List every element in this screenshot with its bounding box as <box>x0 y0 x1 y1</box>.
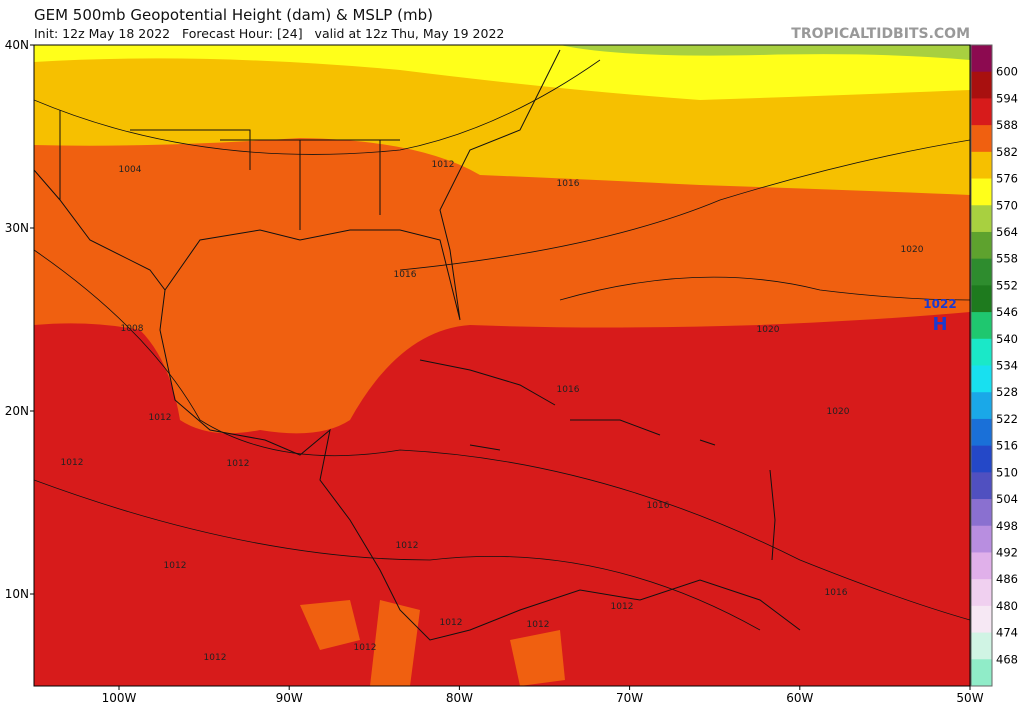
colorbar-swatch <box>971 525 992 553</box>
colorbar-label: 522 <box>996 412 1018 426</box>
isobar-label: 1016 <box>647 501 670 511</box>
colorbar-swatch <box>971 178 992 206</box>
isobar-label: 1020 <box>901 245 924 255</box>
colorbar-swatch <box>971 125 992 153</box>
colorbar-label: 540 <box>996 332 1018 346</box>
colorbar-label: 510 <box>996 465 1018 479</box>
colorbar-swatch <box>971 45 992 73</box>
colorbar-label: 582 <box>996 145 1018 159</box>
isobar-label: 1016 <box>394 270 417 280</box>
colorbar-label: 564 <box>996 225 1018 239</box>
band-570 <box>560 45 970 60</box>
isobar-label: 1012 <box>149 413 172 423</box>
isobars <box>34 59 970 631</box>
colorbar-label: 504 <box>996 492 1018 506</box>
colorbar-label: 468 <box>996 652 1018 666</box>
colorbar-label: 492 <box>996 545 1018 559</box>
colorbar-label: 576 <box>996 172 1018 186</box>
subtitle: Init: 12z May 18 2022 Forecast Hour: [24… <box>34 26 504 41</box>
colorbar-swatch <box>971 151 992 180</box>
isobar-labels: 1004 1012 1016 1016 1020 1008 1020 1016 1012 1012… <box>61 160 924 663</box>
lat-label: 20N <box>5 404 29 418</box>
colorbar-label: 534 <box>996 359 1018 373</box>
colorbar-label: 498 <box>996 519 1018 533</box>
isobar-label: 1016 <box>825 588 848 598</box>
isobar-label: 1012 <box>354 643 377 653</box>
colorbar-label: 558 <box>996 252 1018 266</box>
colorbar-swatch <box>971 312 992 340</box>
band-588-patches <box>300 600 565 686</box>
colorbar-swatch <box>971 605 992 634</box>
high-pressure: 1022 <box>923 297 956 311</box>
colorbar-label: 480 <box>996 599 1018 613</box>
isobar-label: 1012 <box>440 618 463 628</box>
colorbar-swatch <box>971 71 992 99</box>
colorbar-label: 570 <box>996 198 1018 212</box>
coastlines <box>34 49 801 641</box>
isobar-label: 1016 <box>557 385 580 395</box>
colorbar-label: 528 <box>996 385 1018 399</box>
colorbar-swatch <box>971 552 992 580</box>
isobar-label: 1012 <box>527 620 550 630</box>
colorbar-swatch <box>971 365 992 393</box>
colorbar-swatch <box>971 445 992 473</box>
isobar-label: 1012 <box>164 561 187 571</box>
colorbar-swatch <box>971 472 992 500</box>
colorbar-label: 546 <box>996 305 1018 319</box>
colorbar-swatch <box>971 392 992 420</box>
isobar-label: 1012 <box>204 653 227 663</box>
lon-label: 70W <box>616 691 643 705</box>
isobar-label: 1012 <box>396 541 419 551</box>
lon-label: 60W <box>786 691 813 705</box>
colorbar-label: 552 <box>996 278 1018 292</box>
isobar-label: 1004 <box>119 165 142 175</box>
colorbar-label: 594 <box>996 91 1018 105</box>
colorbar-label: 486 <box>996 572 1018 586</box>
colorbar-label: 588 <box>996 118 1018 132</box>
lon-label: 100W <box>102 691 137 705</box>
map-frame <box>33 44 971 687</box>
isobar-label: 1012 <box>227 459 250 469</box>
lon-label: 80W <box>446 691 473 705</box>
lat-label: 10N <box>5 587 29 601</box>
colorbar-swatch <box>971 205 992 233</box>
isobar-label: 1012 <box>61 458 84 468</box>
title: GEM 500mb Geopotential Height (dam) & MS… <box>34 6 433 24</box>
colorbar-label: 600 <box>996 65 1018 79</box>
isobar-label: 1012 <box>432 160 455 170</box>
lon-label: 90W <box>276 691 303 705</box>
colorbar-swatch <box>971 285 992 313</box>
isobar-label: 1012 <box>611 602 634 612</box>
lat-label: 40N <box>5 38 29 52</box>
colorbar-label: 516 <box>996 439 1018 453</box>
colorbar-label: 474 <box>996 626 1018 640</box>
colorbar-swatch <box>971 258 992 286</box>
isobar-label: 1008 <box>121 324 144 334</box>
isobar-label: 1020 <box>827 407 850 417</box>
isobar-label: 1020 <box>757 325 780 335</box>
lat-label: 30N <box>5 221 29 235</box>
colorbar-swatch <box>971 632 992 660</box>
colorbar-swatch <box>971 418 992 447</box>
lon-label: 50W <box>956 691 983 705</box>
high-letter: H <box>932 314 947 335</box>
colorbar-swatch <box>971 338 992 366</box>
watermark: TROPICALTIDBITS.COM <box>791 26 970 42</box>
colorbar-swatch <box>971 231 992 260</box>
axes: 40N 30N 20N 10N 100W 90W 80W 70W 60W 50W <box>5 38 984 705</box>
colorbar-swatch <box>971 659 992 687</box>
isobar-label: 1016 <box>557 179 580 189</box>
colorbar-swatch <box>971 579 992 607</box>
colorbar-swatch <box>971 98 992 126</box>
colorbar-frame <box>970 44 993 687</box>
colorbar-swatch <box>971 499 992 527</box>
map: 1004 1012 1016 1016 1020 1008 1020 1016 1012 1012… <box>33 44 971 687</box>
colorbar: 600 594 588 582 576 570 564 558 552 546 540 534 528 5… <box>970 44 1018 687</box>
